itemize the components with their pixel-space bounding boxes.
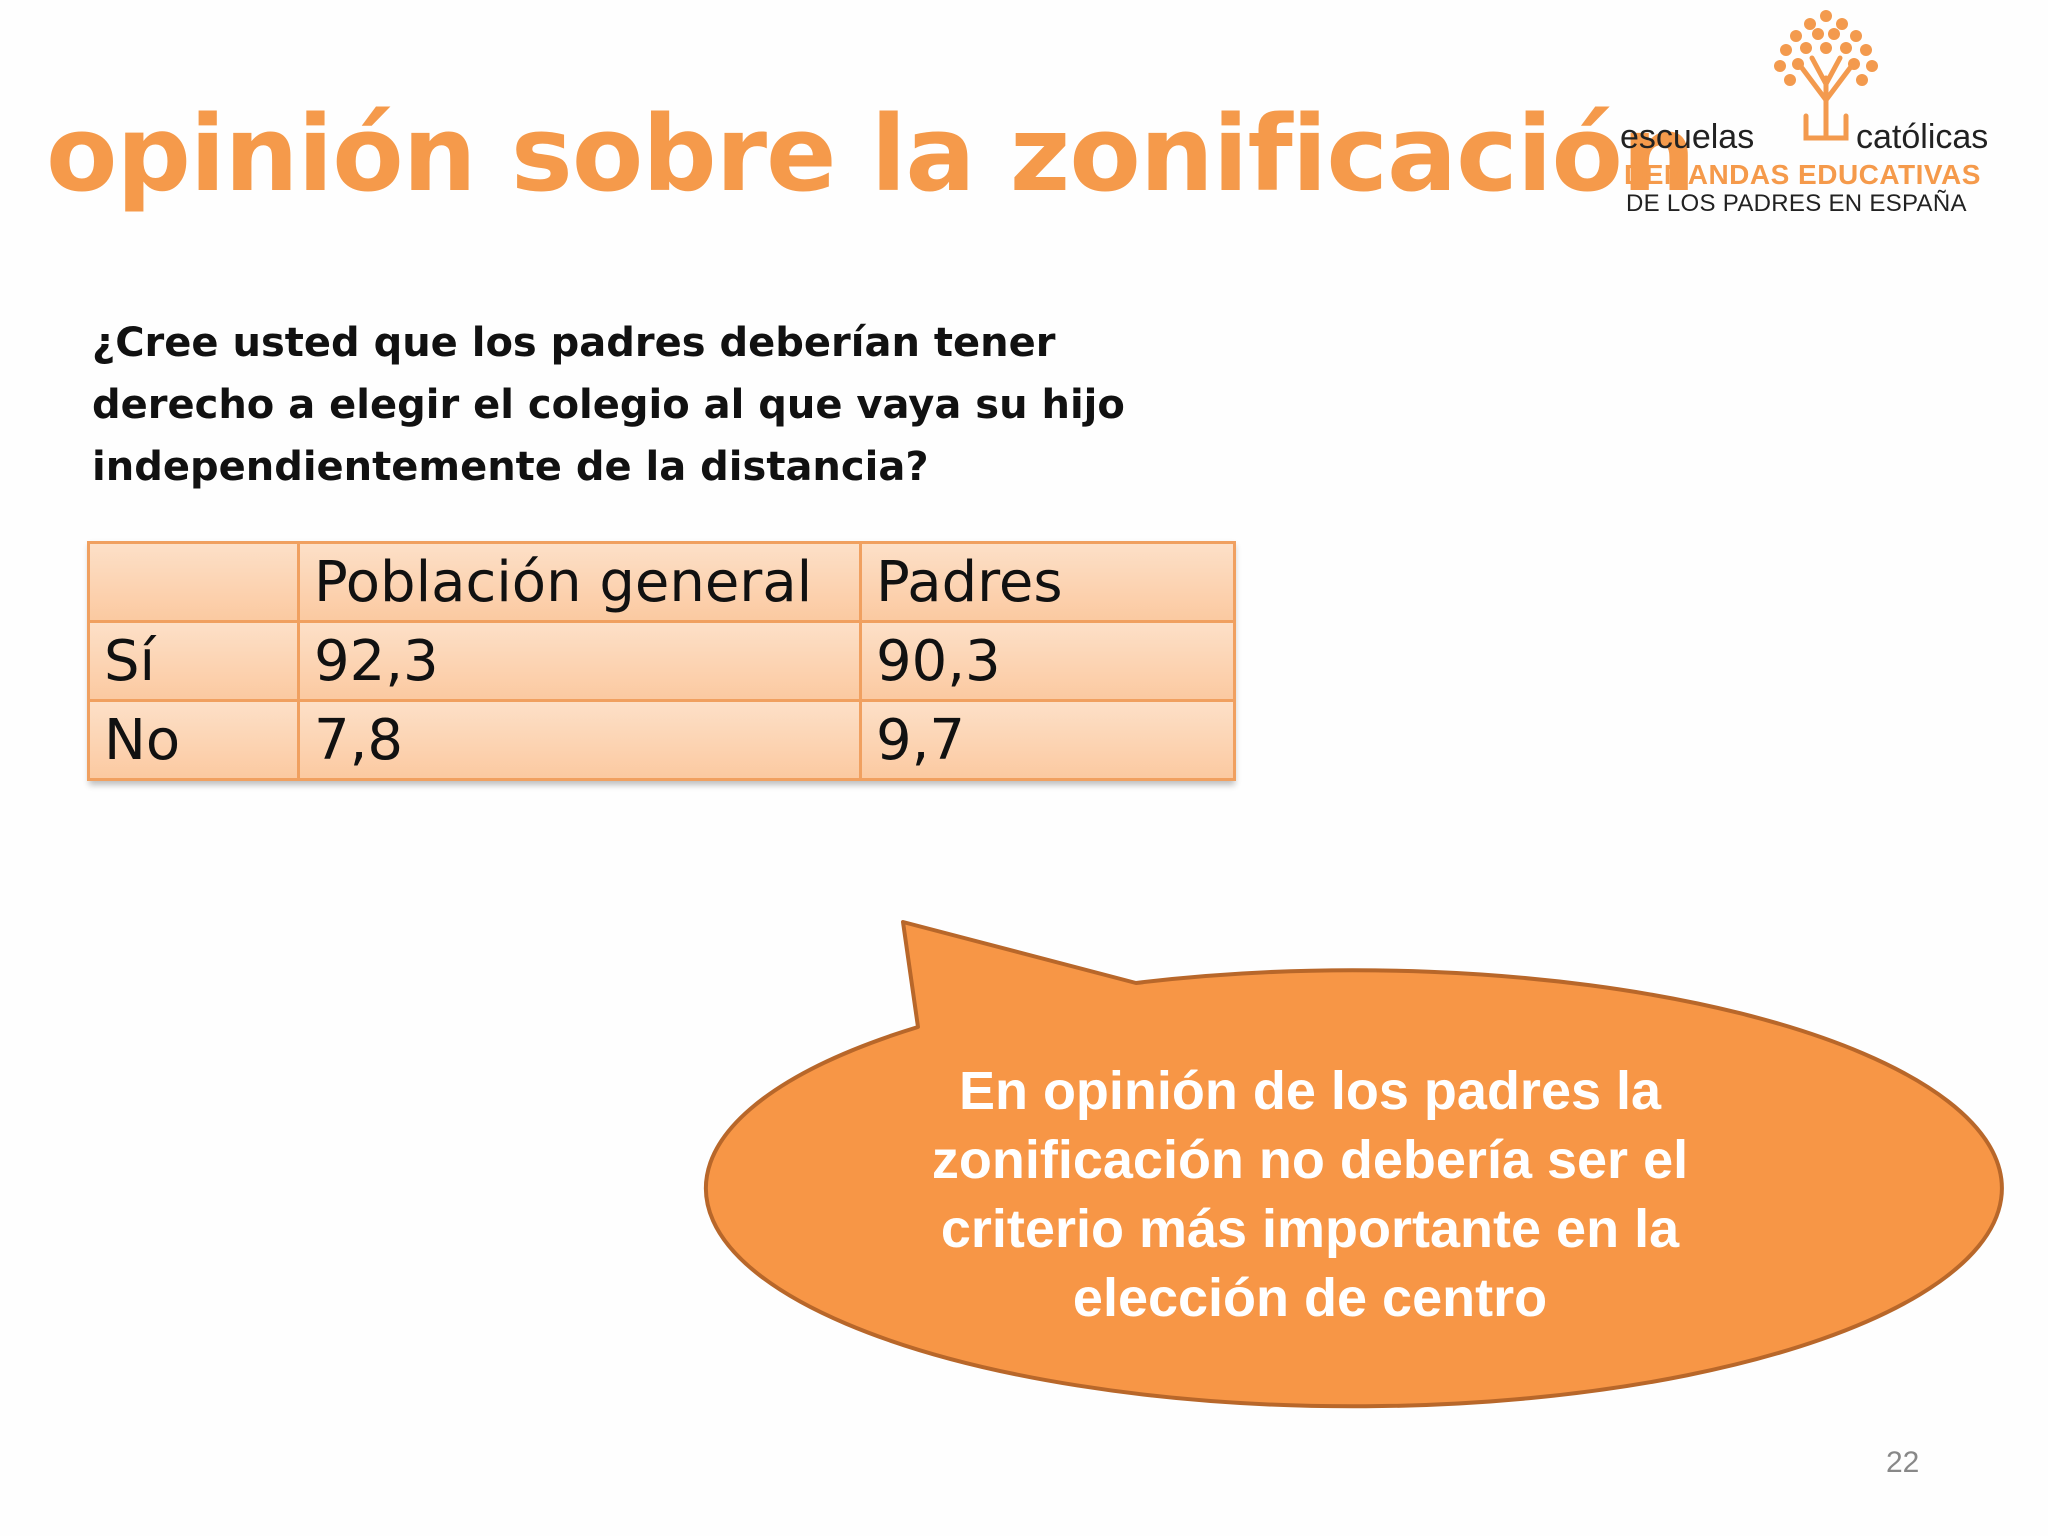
table-cell-label: Sí (87, 620, 300, 702)
table-cell-value: 90,3 (859, 620, 1236, 702)
logo: escuelas católicas DEMANDAS EDUCATIVAS D… (1618, 8, 2018, 218)
table-row: No 7,8 9,7 (87, 699, 1236, 781)
table-cell-value: 92,3 (297, 620, 862, 702)
callout-text: En opinión de los padres la zonificación… (931, 1061, 1689, 1328)
logo-subtitle-demandas: DEMANDAS EDUCATIVAS (1624, 159, 1981, 190)
table-header-padres: Padres (859, 541, 1236, 623)
tree-icon (1774, 10, 1878, 141)
table-cell-label: No (87, 699, 300, 781)
results-table: Población general Padres Sí 92,3 90,3 No… (87, 541, 1236, 781)
results-table-container: Población general Padres Sí 92,3 90,3 No… (87, 541, 1236, 781)
logo-word-catolicas: católicas (1856, 118, 1989, 156)
table-header-poblacion: Población general (297, 541, 862, 623)
page-number: 22 (1886, 1446, 1920, 1479)
slide-title: opinión sobre la zonificación (46, 93, 1696, 215)
table-cell-value: 7,8 (297, 699, 862, 781)
table-cell-value: 9,7 (859, 699, 1236, 781)
table-header-row: Población general Padres (87, 541, 1236, 623)
table-header-empty (87, 541, 300, 623)
table-row: Sí 92,3 90,3 (87, 620, 1236, 702)
logo-word-escuelas: escuelas (1620, 118, 1755, 156)
logo-subtitle-padres: DE LOS PADRES EN ESPAÑA (1626, 190, 1967, 217)
survey-question: ¿Cree usted que los padres deberían tene… (92, 320, 1125, 490)
